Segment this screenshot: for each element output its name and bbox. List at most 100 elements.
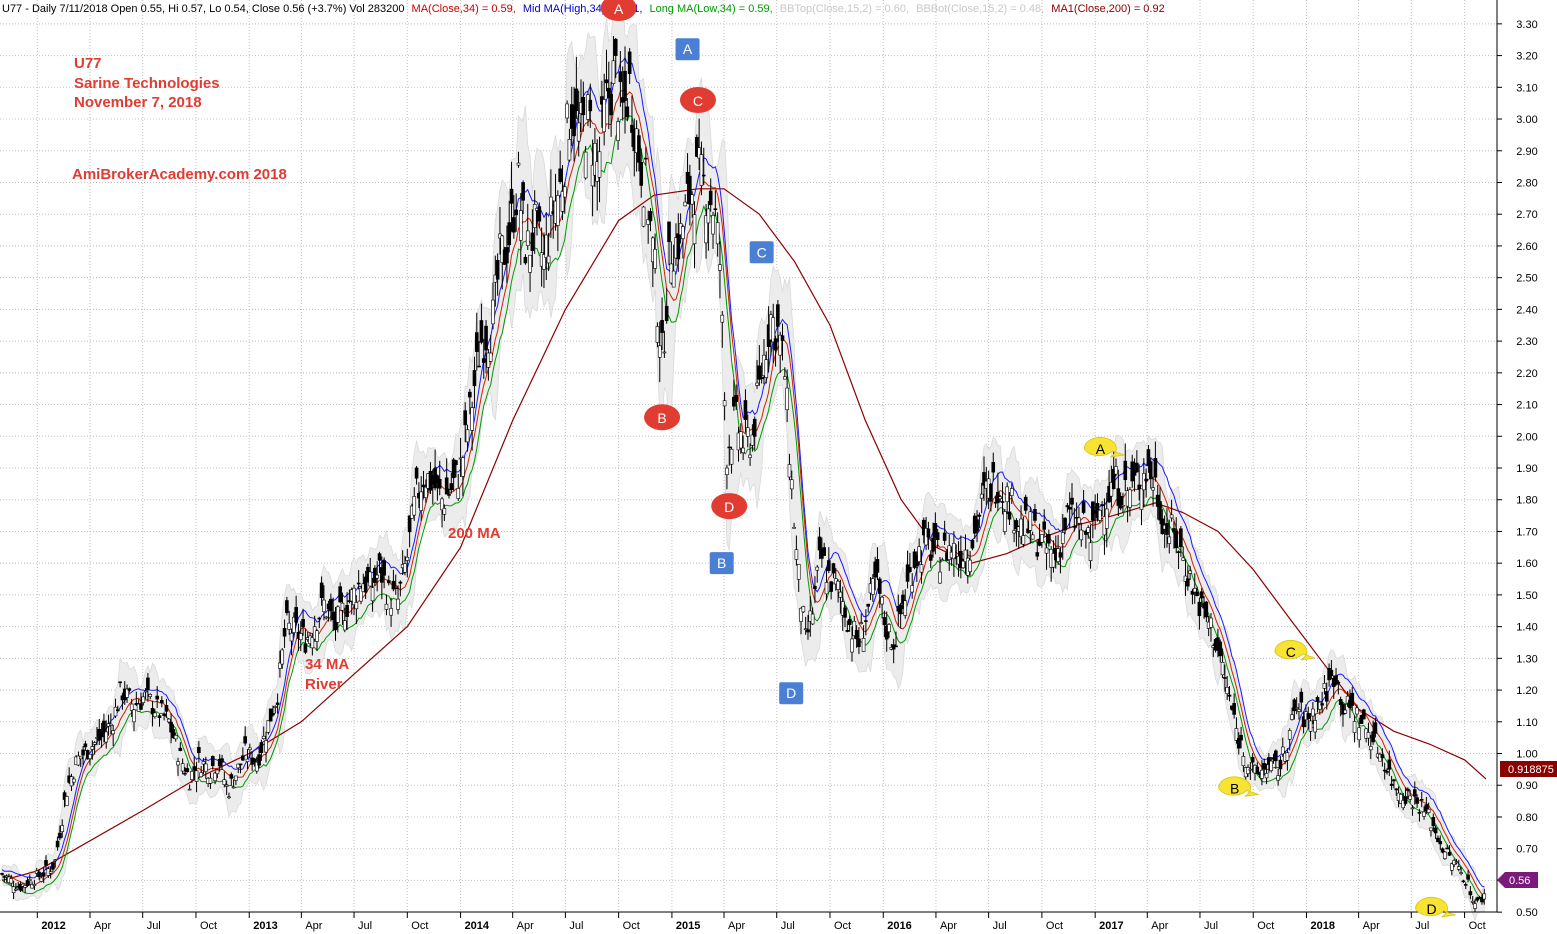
candle-body [1058, 552, 1063, 558]
candle-body [708, 190, 713, 206]
time-tick-label: Apr [517, 920, 534, 932]
candle-body [1433, 827, 1438, 834]
candle-body [671, 270, 676, 288]
candle-body [813, 585, 817, 590]
candle-body [384, 603, 389, 610]
candle-body [352, 587, 356, 606]
candle-body [329, 598, 333, 612]
candle-body [952, 543, 956, 560]
candle-body [518, 210, 523, 241]
candle-body [437, 479, 442, 489]
candle-body [398, 581, 403, 584]
ma34-annotation-line1: 34 MA [305, 656, 349, 673]
candle-body [1394, 788, 1399, 791]
candle-body [1440, 848, 1445, 853]
candle-body [1218, 641, 1223, 657]
candle-body [1450, 863, 1454, 871]
candle-body [32, 884, 37, 886]
price-tick-label: 1.50 [1516, 590, 1537, 602]
candle-body [975, 519, 979, 532]
time-tick-label: Oct [1469, 920, 1486, 932]
yellow-wave-marker-C [1274, 640, 1315, 661]
candle-body [664, 305, 669, 322]
candle-body [648, 211, 653, 222]
candle-body [1081, 501, 1086, 513]
candle-body [1269, 760, 1273, 771]
candle-body [921, 519, 926, 536]
time-tick-label: Jul [781, 920, 795, 932]
candle-body [1399, 794, 1403, 804]
candle-body [1153, 458, 1158, 478]
candle-body [618, 71, 623, 83]
candle-body [1371, 731, 1375, 743]
candle-body [898, 604, 903, 615]
candle-body [264, 740, 268, 753]
candle-body [1144, 478, 1148, 482]
candle-body [1424, 804, 1429, 812]
candle-body [238, 763, 243, 766]
candle-body [720, 314, 725, 323]
candle-body [44, 860, 48, 866]
price-tick-label: 2.60 [1516, 241, 1537, 253]
candle-body [164, 705, 169, 712]
candle-body [711, 215, 715, 235]
candle-body [845, 630, 850, 632]
candle-body [1151, 487, 1155, 491]
candle-body [822, 547, 826, 556]
blue-wave-marker-A [675, 38, 700, 61]
candle-body [1287, 730, 1292, 740]
candle-body [1098, 509, 1102, 521]
candle-body [938, 571, 942, 584]
red-wave-marker-label: B [657, 410, 666, 426]
candle-body [875, 559, 880, 573]
candle-body [1246, 767, 1250, 774]
candle-body [1285, 752, 1290, 761]
candle-body [252, 758, 257, 763]
candle-body [523, 256, 528, 264]
candle-body [637, 135, 641, 163]
candle-body [1155, 494, 1160, 507]
yellow-wave-marker-A [1083, 436, 1125, 458]
candle-body [1132, 469, 1137, 476]
candle-body [1320, 703, 1324, 706]
candle-body [877, 578, 882, 594]
candle-body [1192, 588, 1197, 593]
indicator-bbtop: BBTop(Close,15,2) = 0.60, [780, 3, 909, 15]
candle-body [368, 571, 373, 587]
time-tick-label: Jul [569, 920, 583, 932]
candle-body [396, 598, 400, 610]
candle-body [1470, 900, 1475, 903]
time-tick-label: 2018 [1311, 920, 1335, 932]
candle-body [1250, 756, 1255, 763]
candle-body [261, 735, 266, 739]
candle-body [734, 394, 738, 402]
candle-body [1403, 796, 1408, 804]
indicator-long-ma: Long MA(Low,34) = 0.59, [649, 3, 772, 15]
candle-body [78, 756, 83, 760]
candle-body [910, 585, 915, 593]
candle-body [185, 768, 190, 773]
candle-body [979, 493, 984, 499]
candle-body [1195, 591, 1199, 597]
yellow-wave-marker-label: D [1427, 901, 1437, 917]
candle-body [227, 796, 231, 799]
candle-body [1366, 732, 1371, 739]
candle-body [1172, 528, 1176, 532]
candle-body [1429, 827, 1433, 831]
candle-body [1104, 508, 1109, 529]
price-tick-label: 1.70 [1516, 526, 1537, 538]
candle-body [1463, 884, 1468, 886]
candle-body [1406, 788, 1410, 791]
candle-body [1410, 807, 1415, 810]
candle-body [713, 208, 718, 211]
price-tick-label: 3.10 [1516, 82, 1537, 94]
candle-body [549, 196, 553, 216]
candle-body [1308, 720, 1313, 732]
price-tick-label: 1.60 [1516, 558, 1537, 570]
candle-body [217, 758, 222, 767]
candle-body [199, 772, 203, 778]
candle-body [53, 859, 58, 861]
price-tick-label: 2.80 [1516, 177, 1537, 189]
candle-body [1197, 601, 1202, 617]
time-tick-label: Oct [623, 920, 640, 932]
